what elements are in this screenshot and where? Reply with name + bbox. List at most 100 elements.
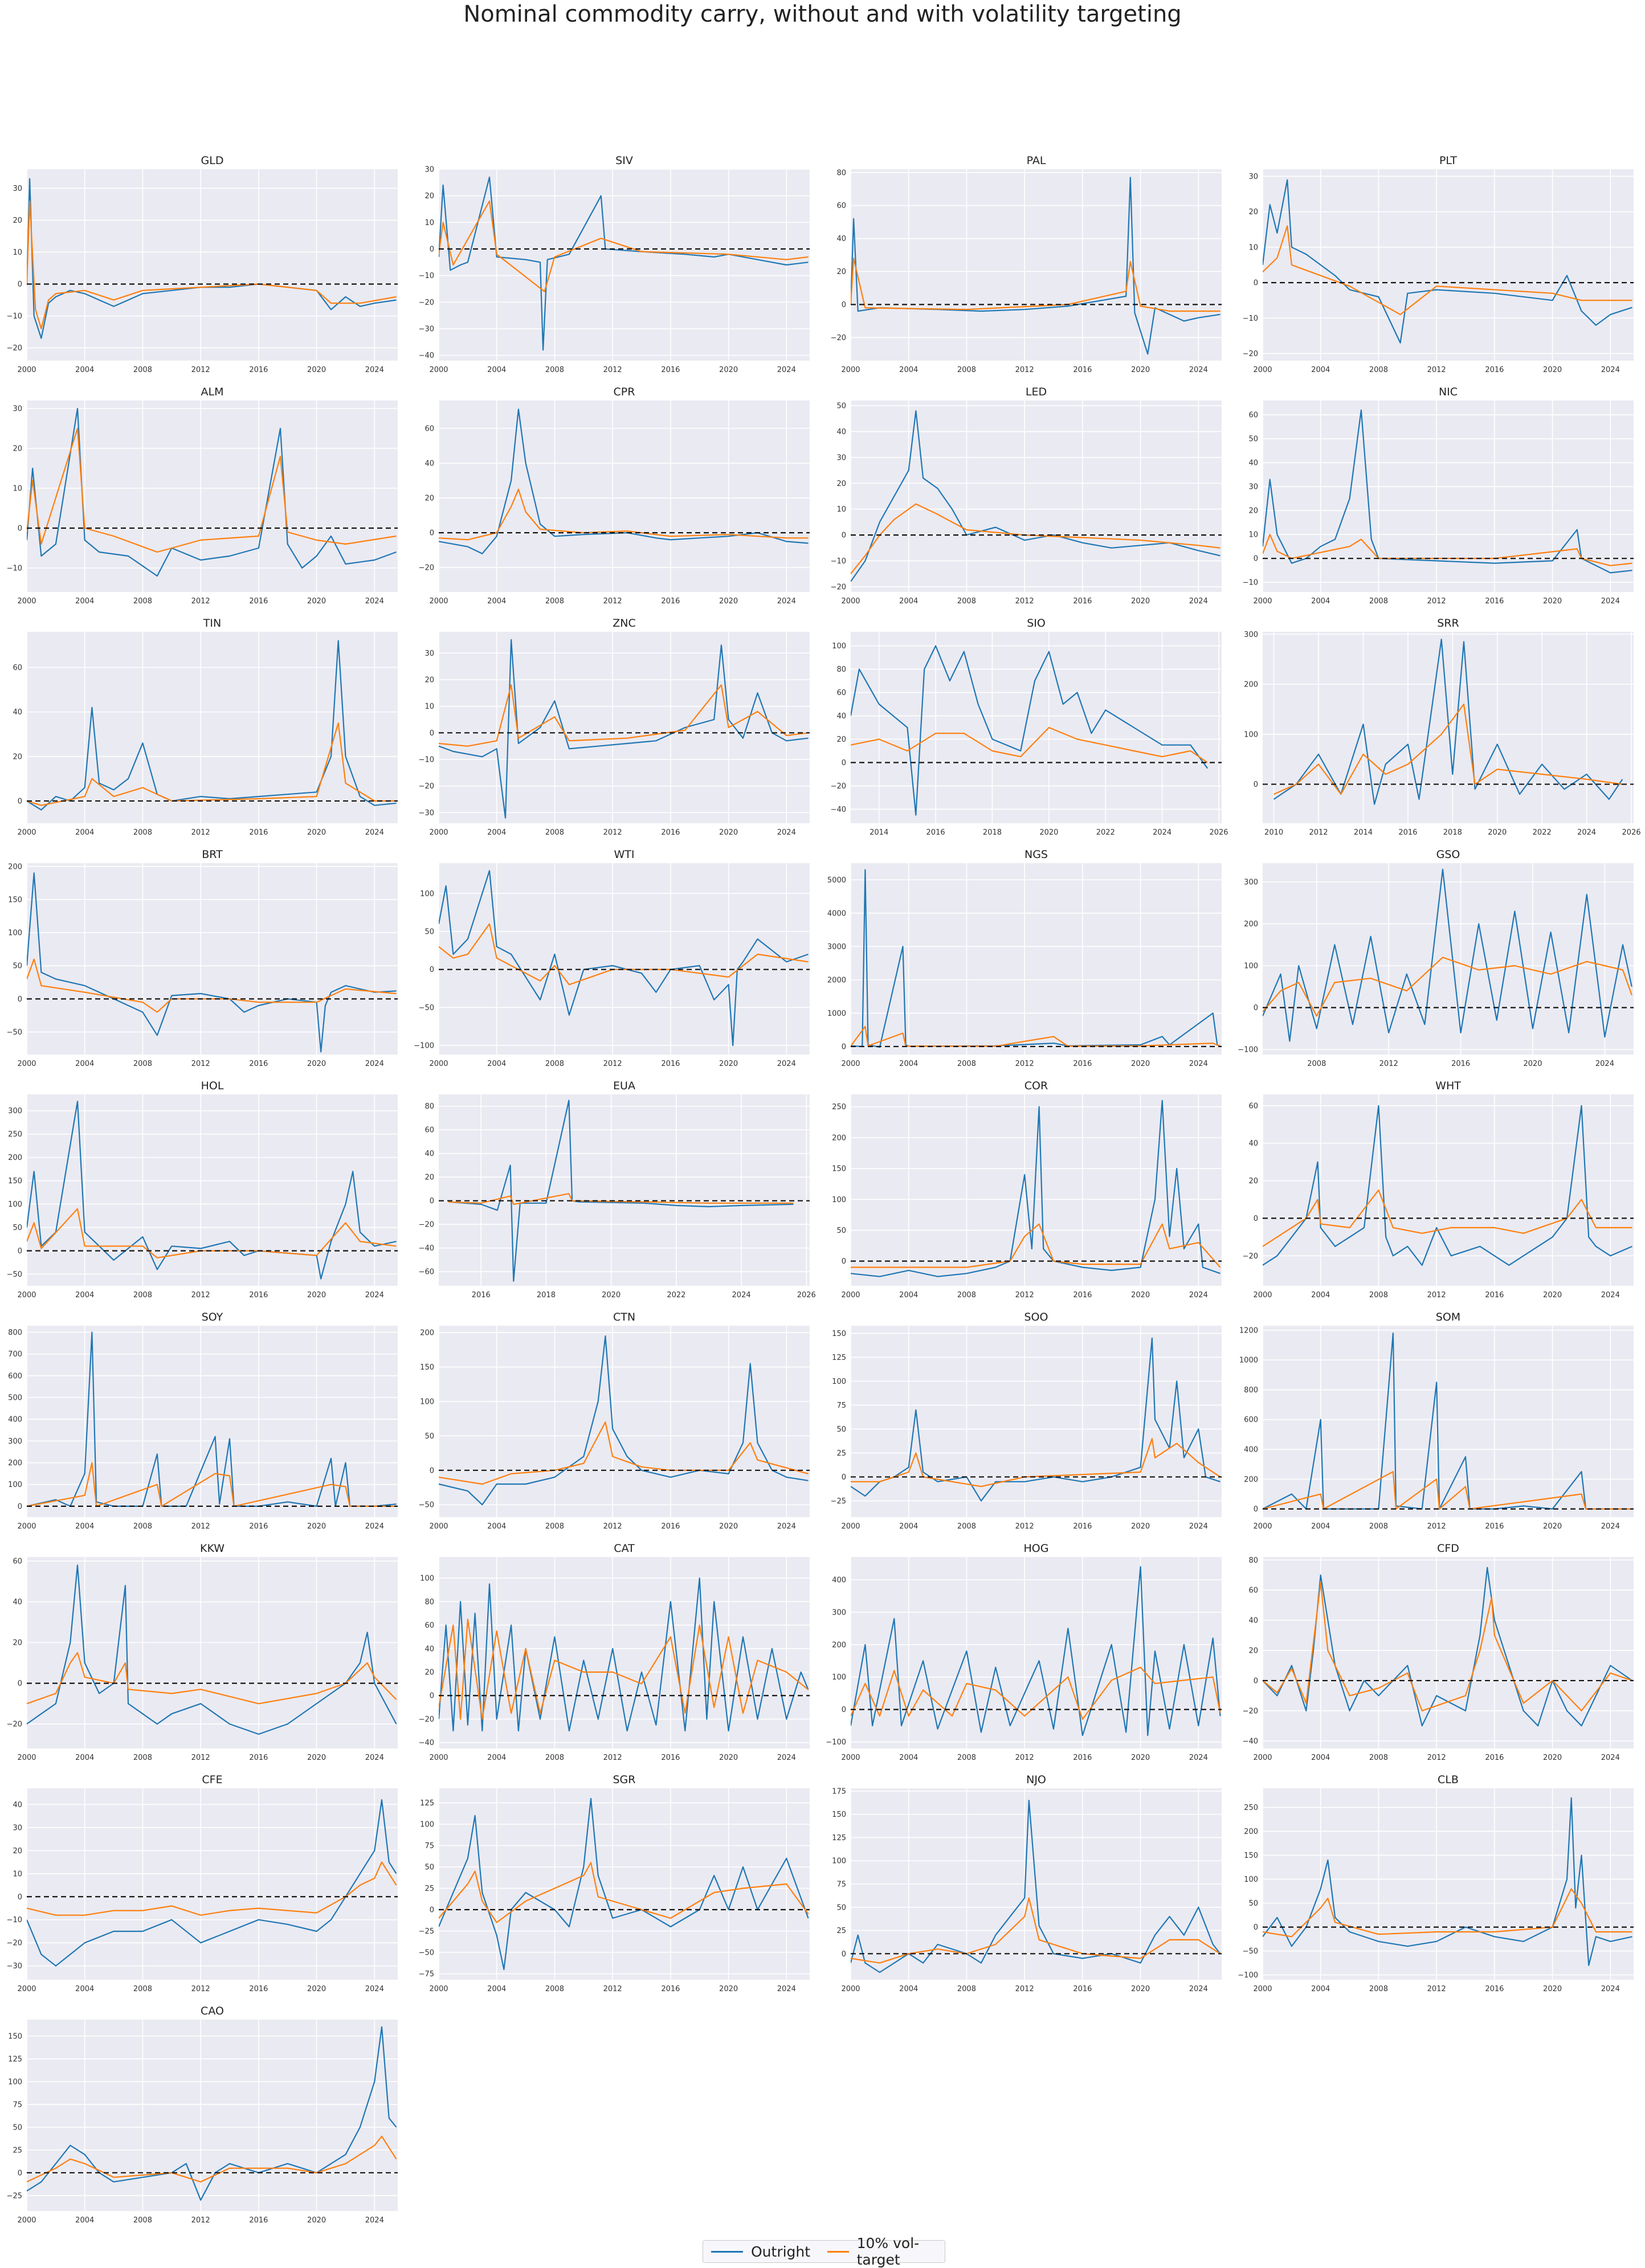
y-tick-label: 400: [832, 1576, 846, 1584]
y-tick-label: 25: [836, 1449, 846, 1458]
x-tick-label: 2016: [661, 366, 680, 374]
panel-title: CPR: [614, 386, 635, 398]
y-tick-label: 0: [18, 797, 22, 806]
y-tick-label: −100: [826, 1738, 846, 1747]
x-tick-label: 2000: [429, 597, 448, 606]
y-tick-label: 0: [842, 1706, 846, 1714]
y-tick-label: −20: [419, 564, 434, 573]
series-line-vol-target: [851, 1897, 1221, 1964]
x-tick-label: 2012: [191, 2216, 210, 2225]
y-tick-label: 125: [832, 1354, 846, 1362]
legend-label-vol-target: 10% vol-target: [856, 2235, 920, 2268]
x-tick-label: 2000: [841, 1985, 860, 1993]
y-tick-label: −10: [7, 312, 22, 321]
y-tick-label: 250: [8, 1130, 22, 1139]
panel-plt: −20 −10 0 10 20 30 2000 2004 2008 2012 2016 2020 202…: [1243, 154, 1634, 374]
y-tick-label: −10: [419, 756, 434, 765]
x-tick-label: 2008: [545, 1522, 564, 1531]
y-tick-label: 10: [13, 1870, 22, 1878]
series-line-outright: [851, 1800, 1221, 1973]
series-line-vol-target: [439, 200, 809, 292]
y-tick-label: 250: [1244, 1804, 1258, 1812]
panel-title: CAO: [201, 2005, 224, 2017]
y-tick-label: 0: [430, 966, 434, 974]
y-tick-label: 80: [424, 1102, 434, 1111]
series-line-outright: [27, 1331, 397, 1507]
x-tick-label: 2018: [537, 1291, 556, 1299]
y-tick-label: −20: [831, 334, 846, 342]
y-tick-label: 20: [836, 735, 846, 744]
y-tick-label: 10: [13, 248, 22, 257]
y-tick-label: 0: [1254, 1215, 1258, 1223]
series-line-outright: [1263, 1105, 1632, 1266]
y-tick-label: 0: [430, 246, 434, 254]
x-tick-label: 2012: [191, 1060, 210, 1068]
y-tick-label: 10: [13, 485, 22, 493]
series-line-outright: [27, 1799, 397, 1967]
y-tick-label: 40: [836, 712, 846, 721]
x-tick-label: 2008: [1307, 1060, 1326, 1068]
y-tick-label: 40: [424, 1150, 434, 1158]
plot-area: [27, 169, 398, 361]
x-tick-label: 2000: [841, 366, 860, 374]
x-tick-label: 2024: [777, 1060, 796, 1068]
y-tick-label: 0: [842, 1473, 846, 1482]
y-tick-label: 200: [1244, 1828, 1258, 1836]
x-tick-label: 2016: [1485, 1291, 1504, 1299]
y-tick-label: 60: [424, 1621, 434, 1630]
x-tick-label: 2018: [1443, 828, 1462, 837]
series-line-outright: [439, 1797, 809, 1971]
series-line-vol-target: [439, 488, 809, 541]
x-tick-label: 2016: [661, 1060, 680, 1068]
y-tick-label: 60: [836, 202, 846, 210]
x-tick-label: 2008: [545, 828, 564, 837]
panel-title: GSO: [1436, 848, 1460, 861]
plot-area: [439, 1557, 810, 1748]
legend-swatch-vol-target: [827, 2250, 849, 2253]
y-tick-label: 40: [13, 1801, 22, 1809]
y-tick-label: 10: [424, 219, 434, 227]
y-tick-label: 0: [18, 2169, 22, 2177]
x-tick-label: 2026: [797, 1291, 816, 1299]
x-tick-label: 2020: [719, 597, 738, 606]
plot-area: [851, 863, 1222, 1055]
panel-title: LED: [1026, 386, 1047, 398]
x-tick-label: 2000: [841, 1291, 860, 1299]
x-tick-label: 2008: [957, 1060, 976, 1068]
x-tick-label: 2024: [777, 366, 796, 374]
y-tick-label: 0: [842, 532, 846, 540]
y-tick-label: −10: [419, 272, 434, 280]
x-tick-label: 2004: [487, 1522, 506, 1531]
x-tick-label: 2004: [899, 1291, 918, 1299]
series-line-vol-target: [1263, 1471, 1632, 1510]
x-tick-label: 2016: [661, 1522, 680, 1531]
x-tick-label: 2020: [1131, 1522, 1150, 1531]
x-tick-label: 2016: [1073, 597, 1092, 606]
x-tick-label: 2016: [1485, 366, 1504, 374]
x-tick-label: 2000: [429, 828, 448, 837]
y-tick-label: 125: [8, 2055, 22, 2063]
y-tick-label: 30: [424, 649, 434, 658]
x-tick-label: 2020: [1543, 597, 1562, 606]
y-tick-label: 100: [8, 1200, 22, 1209]
series-line-vol-target: [27, 1462, 397, 1507]
y-tick-label: 4000: [827, 909, 846, 918]
x-tick-label: 2024: [1153, 828, 1171, 837]
x-tick-label: 2020: [1131, 1060, 1150, 1068]
x-tick-label: 2012: [603, 366, 622, 374]
panel-title: ALM: [201, 386, 224, 398]
chart-title: Nominal commodity carry, without and wit…: [463, 1, 1182, 27]
x-tick-label: 2016: [249, 366, 268, 374]
series-line-vol-target: [439, 684, 809, 747]
y-tick-label: 80: [424, 1598, 434, 1607]
y-tick-label: 50: [1248, 1899, 1258, 1908]
y-tick-label: −20: [7, 344, 22, 353]
x-tick-label: 2020: [1131, 1985, 1150, 1993]
y-tick-label: −25: [419, 1927, 434, 1936]
x-tick-label: 2008: [1369, 366, 1388, 374]
y-tick-label: −30: [7, 1962, 22, 1971]
series-line-outright: [851, 1566, 1221, 1736]
x-tick-label: 2004: [1311, 366, 1330, 374]
y-tick-label: 500: [8, 1394, 22, 1403]
